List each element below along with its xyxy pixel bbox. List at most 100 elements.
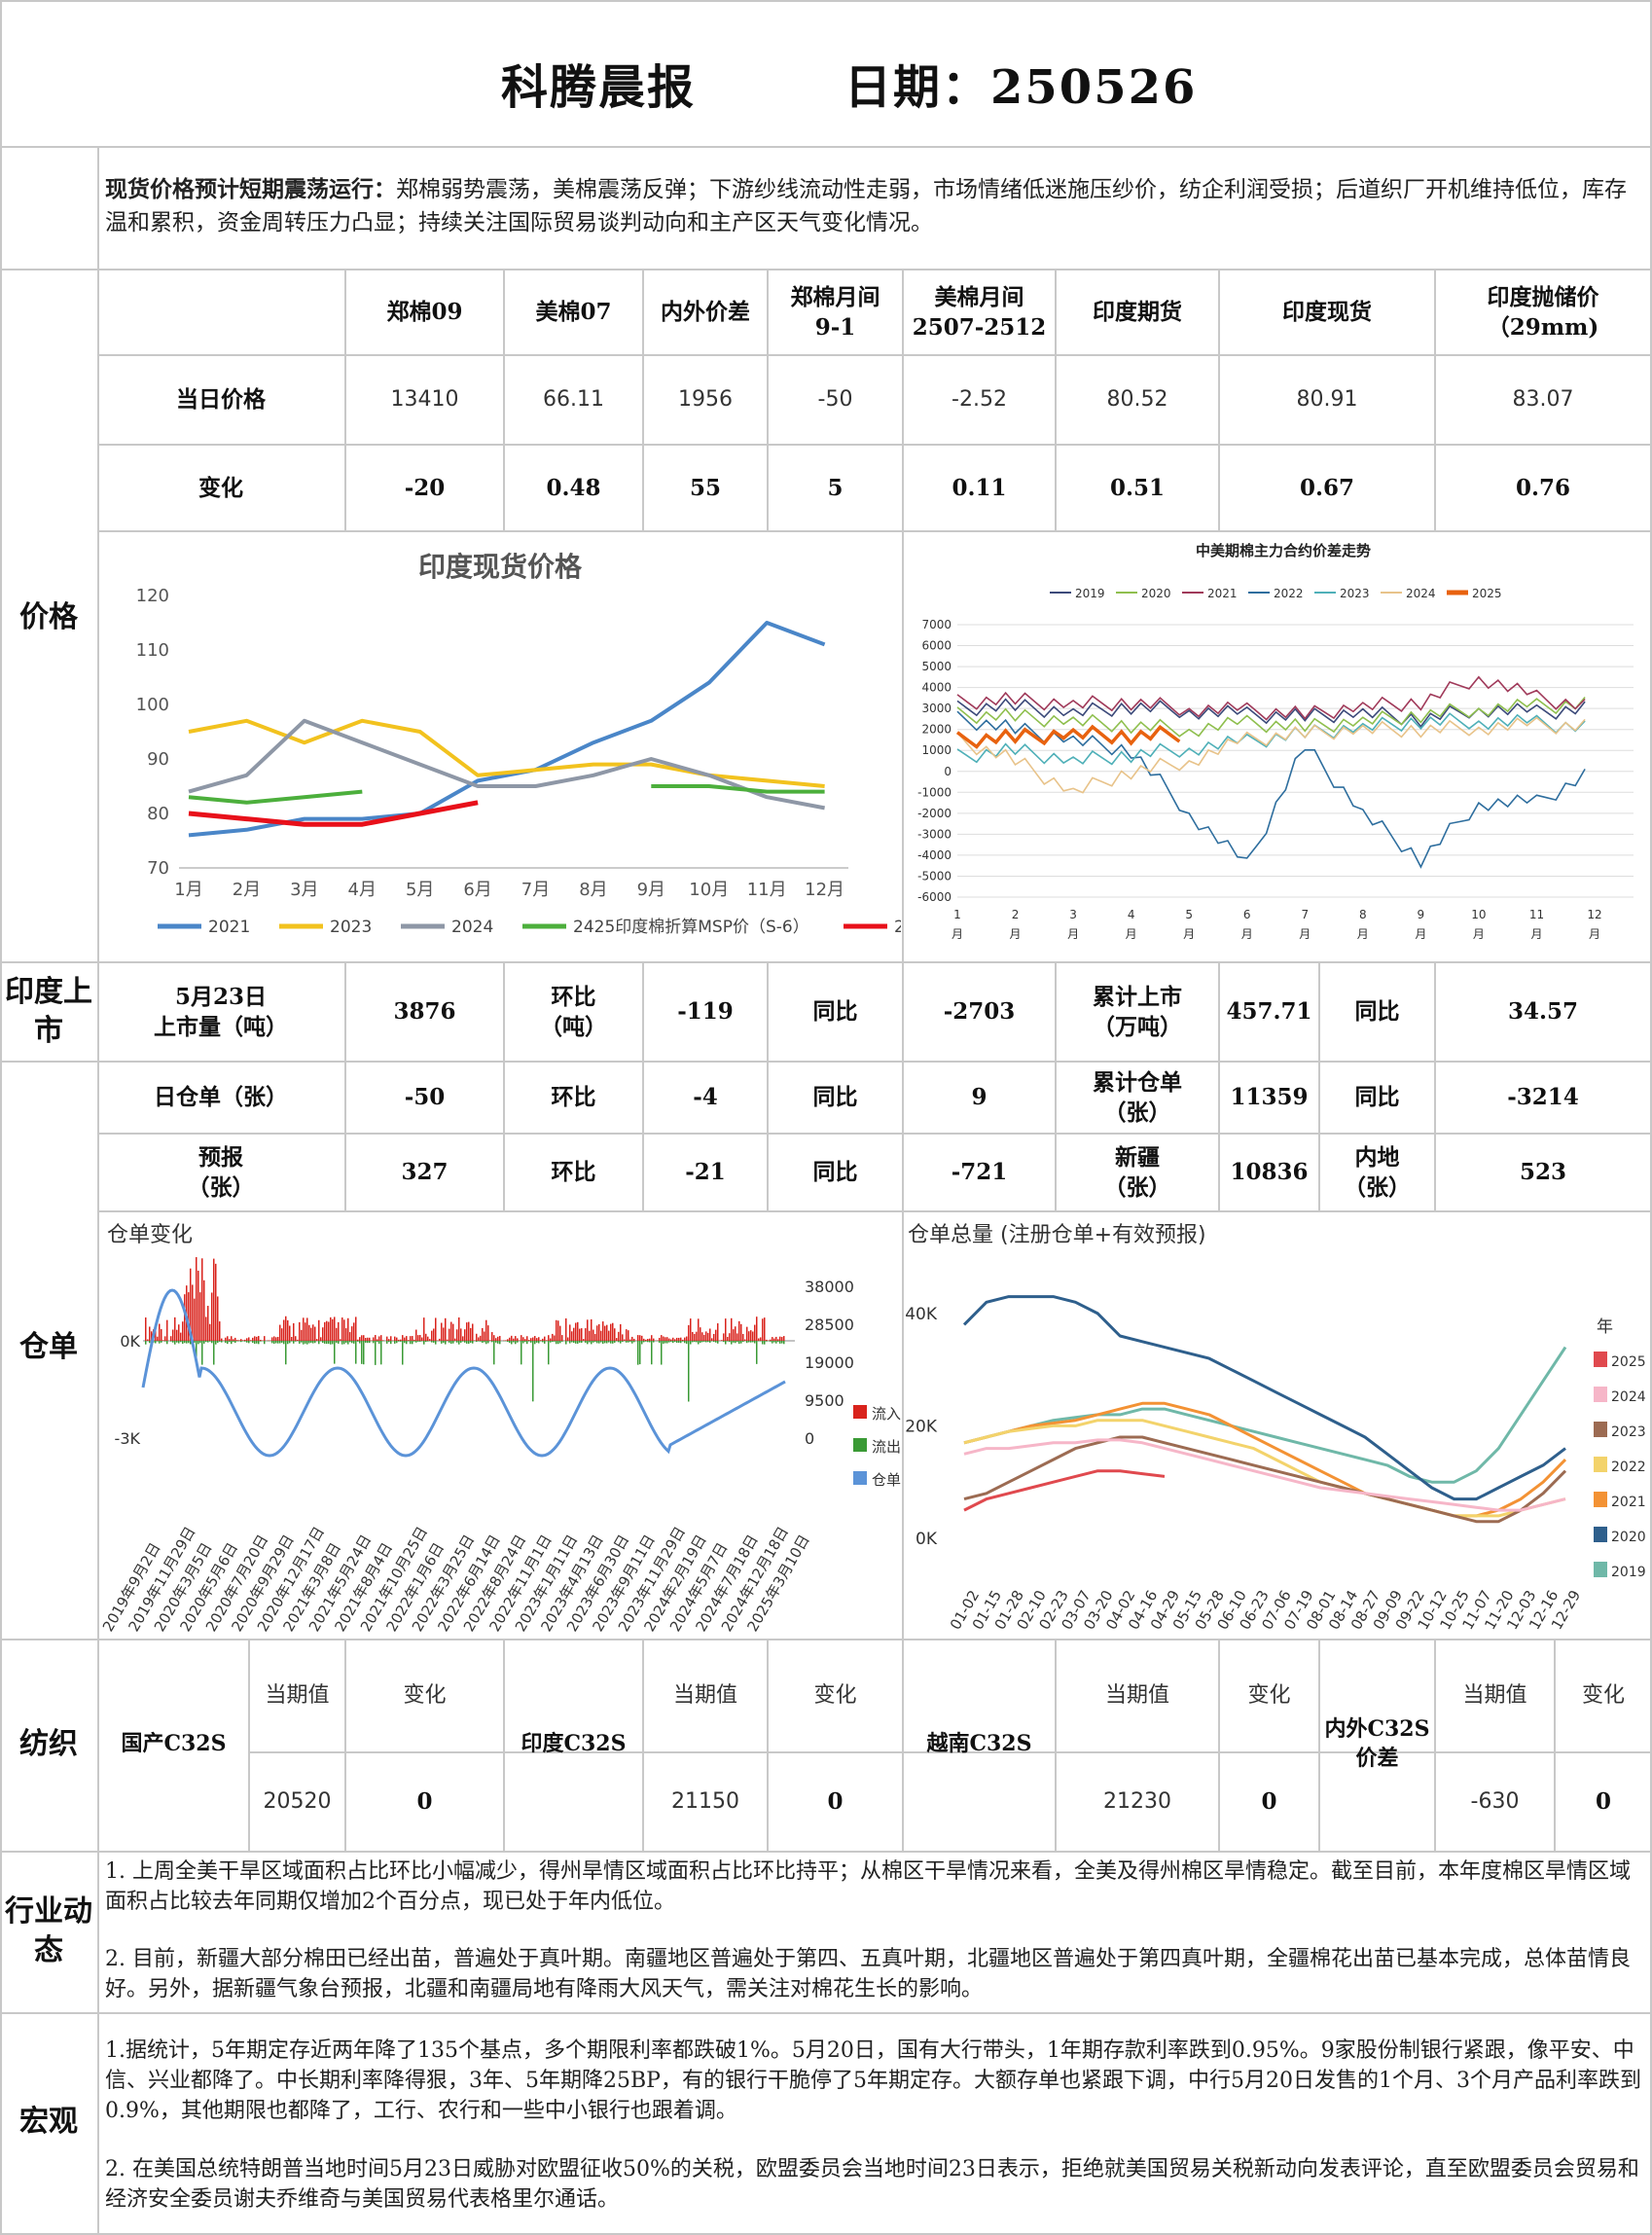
textile-cur-label: 当期值 [672, 1683, 737, 1709]
inflow-bar [227, 1336, 229, 1341]
y-tick-label: 120 [136, 586, 169, 606]
price-change: -20 [404, 474, 446, 501]
inflow-bar [390, 1336, 392, 1341]
inflow-bar [783, 1336, 785, 1341]
y-tick-label: 5000 [921, 660, 952, 673]
outflow-bar [698, 1341, 700, 1345]
price-value: -50 [817, 387, 853, 413]
grid-line [1218, 269, 1220, 530]
outflow-bar [324, 1341, 326, 1344]
inflow-bar [637, 1335, 639, 1341]
outflow-bar [608, 1341, 610, 1343]
outflow-bar [686, 1341, 688, 1344]
inflow-bar [575, 1322, 577, 1341]
outflow-bar [320, 1341, 322, 1342]
outflow-bar [464, 1341, 466, 1343]
price-change: 0.76 [1515, 474, 1571, 501]
grid-line [1055, 961, 1057, 1210]
inflow-bar [647, 1339, 649, 1341]
inflow-bar [172, 1329, 174, 1341]
inflow-bar [295, 1336, 297, 1341]
stat-label: 同比 [812, 1159, 858, 1186]
outflow-bar [521, 1341, 522, 1365]
outflow-bar [174, 1341, 176, 1345]
outflow-bar [666, 1341, 668, 1344]
inflow-bar [341, 1317, 343, 1341]
outflow-bar [731, 1341, 733, 1345]
textile-chg-value: 0 [1595, 1788, 1611, 1816]
inflow-bar [758, 1338, 760, 1341]
y-tick-label: 0 [944, 765, 952, 778]
outflow-bar [484, 1341, 485, 1343]
outflow-bar [629, 1341, 631, 1342]
inflow-bar [561, 1335, 563, 1341]
outflow-bar [733, 1341, 735, 1343]
inflow-bar [454, 1338, 456, 1341]
y-tick-label-right: 28500 [805, 1316, 854, 1334]
outflow-bar [172, 1341, 174, 1343]
stat-label: 同比 [1354, 1084, 1400, 1111]
x-tick-label: 3 [1069, 908, 1077, 921]
stat-label: 累计仓单 （张） [1093, 1068, 1182, 1126]
outflow-bar [610, 1341, 612, 1344]
outflow-bar [231, 1341, 233, 1345]
series-line-2022 [963, 1419, 1566, 1518]
outflow-bar [468, 1341, 470, 1344]
chart-title: 中美期棉主力合约价差走势 [1196, 542, 1371, 559]
outflow-bar [412, 1341, 413, 1345]
outflow-bar [631, 1341, 633, 1344]
outflow-bar [587, 1341, 589, 1345]
price-value: 80.52 [1106, 387, 1168, 413]
inflow-bar [779, 1336, 781, 1341]
inflow-bar [612, 1322, 614, 1341]
inflow-bar [585, 1328, 587, 1341]
outflow-bar [155, 1341, 157, 1344]
outflow-bar [571, 1341, 573, 1343]
section-warehouse: 仓单 [19, 1329, 78, 1364]
x-tick-label: 4 [1128, 908, 1135, 921]
outflow-bar [676, 1341, 678, 1344]
outflow-bar [258, 1341, 260, 1345]
outflow-bar [190, 1341, 192, 1345]
legend-label: 2425印度棉折算MSP价（S-6） [573, 918, 809, 937]
outflow-bar [180, 1341, 182, 1343]
outflow-bar [729, 1341, 731, 1343]
price-col-header: 美棉月间 2507-2512 [912, 283, 1047, 341]
outflow-bar [435, 1341, 437, 1345]
inflow-bar [487, 1325, 489, 1341]
inflow-bar [674, 1339, 676, 1341]
x-tick-label-unit: 月 [1415, 927, 1426, 941]
inflow-bar [398, 1339, 400, 1341]
y-tick-label: 70 [147, 858, 169, 879]
outflow-bar [478, 1341, 480, 1342]
textile-name: 越南C32S [926, 1731, 1032, 1757]
inflow-bar [394, 1336, 396, 1341]
x-tick-label-unit: 月 [1067, 927, 1079, 941]
outflow-bar [188, 1341, 190, 1344]
inflow-bar [357, 1339, 359, 1341]
inflow-bar [729, 1333, 731, 1341]
outflow-bar [552, 1341, 554, 1343]
inflow-bar [748, 1331, 750, 1341]
x-tick-label: 9 [1418, 908, 1425, 921]
inflow-bar [661, 1335, 663, 1341]
inflow-bar [460, 1328, 462, 1341]
inflow-bar [213, 1258, 215, 1341]
y-tick-label: 0K [120, 1332, 140, 1351]
grid-line [0, 1639, 1652, 1640]
outflow-bar [736, 1341, 738, 1343]
outflow-bar [308, 1341, 310, 1344]
inflow-bar [711, 1338, 713, 1341]
grid-line [1650, 0, 1652, 2235]
outflow-bar [341, 1341, 343, 1345]
inflow-bar [530, 1338, 532, 1341]
textile-chg-label: 变化 [1581, 1683, 1625, 1709]
x-tick-label-unit: 月 [1299, 927, 1311, 941]
outflow-bar [390, 1341, 392, 1345]
outflow-bar [509, 1341, 511, 1344]
section-price: 价格 [19, 599, 78, 634]
inflow-bar [182, 1321, 184, 1341]
inflow-bar [616, 1338, 618, 1341]
outflow-bar [740, 1341, 742, 1344]
